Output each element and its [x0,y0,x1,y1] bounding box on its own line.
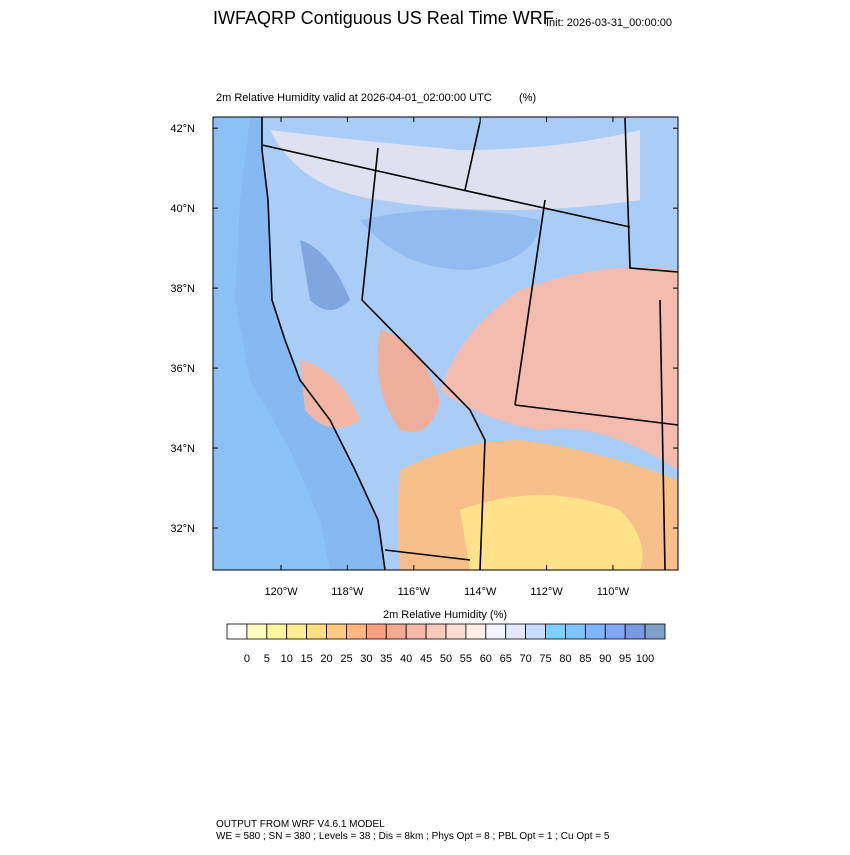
lat-label: 42°N [170,123,195,135]
moist-patch [300,240,350,310]
dry-patch [377,330,440,432]
colorbar-box [644,623,666,640]
lat-label: 38°N [170,283,195,295]
colorbar-box [346,623,367,640]
lat-label: 34°N [170,443,195,455]
colorbar-title: 2m Relative Humidity (%) [383,609,507,621]
colorbar-box [565,623,586,640]
footer-line: OUTPUT FROM WRF V4.6.1 MODEL [216,819,385,830]
colorbar-label: 95 [619,653,631,665]
colorbar-label: 50 [440,653,452,665]
map-frame [212,116,679,571]
colorbar-box [525,623,546,640]
colorbar-box [545,623,566,640]
colorbar-label: 15 [301,653,313,665]
lon-label: 114°W [464,586,497,598]
colorbar-box [485,623,507,640]
very-dry-patch [460,495,643,570]
colorbar-box [584,623,606,640]
map-units: (%) [519,92,536,104]
colorbar-label: 90 [599,653,611,665]
colorbar-label: 35 [380,653,392,665]
moist-patch [360,210,540,270]
colorbar-label: 75 [539,653,551,665]
colorbar-box [624,623,646,640]
colorbar-label: 5 [264,653,270,665]
colorbar-box [306,623,327,640]
map-field [213,117,678,570]
colorbar: 0 5 10 15 20 25 30 35 40 45 50 55 60 65 70 75 80 85 90 95 10… [226,623,666,665]
colorbar-box [365,623,387,640]
colorbar-box [385,623,407,640]
colorbar-label: 80 [559,653,571,665]
colorbar-box [425,623,447,640]
colorbar-label: 45 [420,653,432,665]
lon-label: 120°W [264,586,298,598]
lat-label: 40°N [170,203,195,215]
lon-label: 118°W [331,586,364,598]
mixed-patch [270,130,640,210]
colorbar-label: 100 [636,653,654,665]
dry-patch [300,360,360,428]
colorbar-box [286,623,308,640]
colorbar-box [505,623,527,640]
colorbar-label: 20 [320,653,332,665]
colorbar-label: 25 [340,653,352,665]
colorbar-label: 40 [400,653,412,665]
colorbar-label: 30 [360,653,372,665]
map-subtitle: 2m Relative Humidity valid at 2026-04-01… [216,92,492,104]
colorbar-box [604,623,626,640]
colorbar-box [326,623,347,640]
colorbar-label: 85 [579,653,591,665]
lon-label: 110°W [597,586,630,598]
ocean-shelf [213,117,330,570]
colorbar-label: 0 [244,653,250,665]
colorbar-label: 65 [500,653,512,665]
lon-label: 112°W [530,586,563,598]
colorbar-box [226,623,248,640]
colorbar-box [445,623,467,640]
dry-patch [440,267,678,470]
colorbar-box [405,623,427,640]
colorbar-box [465,623,487,640]
lat-label: 32°N [170,523,195,535]
colorbar-box [266,623,288,640]
borders [261,117,678,570]
lat-label: 36°N [170,363,195,375]
colorbar-label: 55 [460,653,472,665]
colorbar-label: 10 [281,653,293,665]
colorbar-label: 60 [480,653,492,665]
colorbar-label: 70 [520,653,532,665]
init-time: Init: 2026-03-31_00:00:00 [546,17,672,29]
lon-label: 116°W [398,586,431,598]
colorbar-box [246,623,268,640]
footer-line: WE = 580 ; SN = 380 ; Levels = 38 ; Dis … [216,831,610,842]
title: IWFAQRP Contiguous US Real Time WRF [213,8,554,28]
